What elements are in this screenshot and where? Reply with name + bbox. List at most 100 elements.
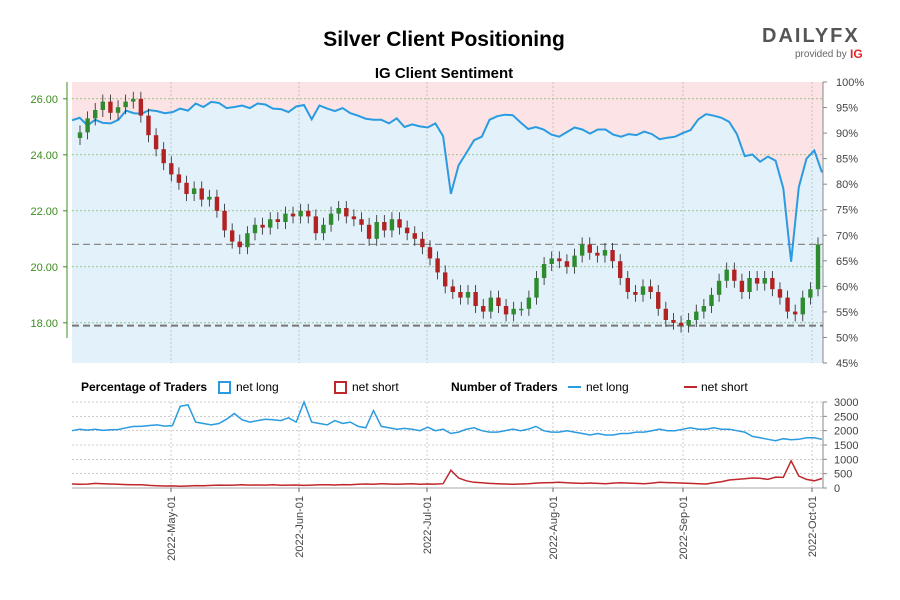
- net-long-sentiment-line: [71, 100, 823, 262]
- candle-body: [191, 188, 197, 194]
- traders-grid-lines: [72, 401, 823, 489]
- candle-body: [108, 101, 113, 113]
- x-tick-label: 2022-Oct-01: [807, 496, 819, 557]
- sentiment-tick-label: 100%: [836, 77, 864, 89]
- candle-body: [131, 98, 136, 102]
- legend: Percentage of Traders net long net short…: [81, 380, 748, 394]
- price-tick-label: 18.00: [30, 318, 58, 330]
- candle-body: [671, 320, 676, 323]
- candle-body: [747, 278, 752, 292]
- candle-body: [732, 269, 737, 281]
- provided-by-text: provided by: [795, 49, 847, 60]
- net-short-area: [72, 82, 823, 262]
- candle-body: [465, 292, 471, 298]
- candle-body: [762, 278, 767, 284]
- candle-body: [716, 280, 722, 295]
- traders-tick-label: 1500: [834, 440, 858, 452]
- candle-body: [290, 213, 296, 217]
- candle-body: [488, 297, 494, 312]
- candle-body: [534, 278, 539, 298]
- candle-body: [739, 280, 745, 292]
- price-tick-label: 22.00: [30, 206, 58, 218]
- candle-body: [359, 219, 364, 225]
- traders-tick-label: 500: [834, 469, 852, 481]
- traders-net-long-line: [71, 399, 823, 442]
- sentiment-tick-label: 75%: [836, 205, 858, 217]
- sentiment-tick-label: 60%: [836, 281, 858, 293]
- candle-body: [511, 308, 516, 315]
- candle-body: [792, 311, 798, 315]
- x-axis-ticks: 2022-May-01 2022-Jun-01 2022-Jul-01 2022-Au…: [166, 488, 819, 561]
- candle-body: [724, 269, 729, 281]
- candle-body: [404, 227, 410, 234]
- candle-body: [770, 278, 775, 290]
- candle-body: [176, 174, 182, 183]
- x-tick-label: 2022-Aug-01: [548, 496, 560, 560]
- candle-body: [549, 258, 554, 264]
- candle-body: [450, 286, 456, 292]
- sentiment-tick-label: 55%: [836, 307, 858, 319]
- sentiment-tick-label: 85%: [836, 154, 858, 166]
- candle-body: [382, 222, 387, 231]
- candle-body: [656, 292, 661, 309]
- candle-body: [298, 210, 303, 217]
- candle-body: [709, 294, 714, 306]
- candle-body: [579, 244, 585, 256]
- candle-body: [85, 118, 90, 133]
- price-candles: [77, 91, 821, 333]
- candle-body: [496, 297, 501, 306]
- candle-body: [374, 222, 379, 239]
- candle-body: [268, 219, 273, 228]
- chart-title: Silver Client Positioning: [323, 28, 565, 51]
- candle-body: [283, 213, 288, 222]
- candle-body: [389, 219, 395, 231]
- traders-panel: 3000 2500 2000 1500 1000 500 0: [71, 397, 858, 495]
- candle-body: [473, 292, 478, 306]
- candle-body: [633, 292, 638, 295]
- candle-body: [412, 233, 417, 239]
- chart-header: Silver Client Positioning IG Client Sent…: [323, 25, 862, 82]
- candle-body: [587, 244, 592, 253]
- price-axis-ticks: 26.00 24.00 22.00 20.00 18.00: [30, 94, 67, 330]
- candle-body: [564, 261, 570, 267]
- candle-body: [610, 250, 615, 262]
- candle-body: [328, 213, 334, 225]
- candle-body: [138, 98, 144, 116]
- sentiment-tick-label: 50%: [836, 332, 858, 344]
- candle-body: [275, 219, 281, 222]
- sentiment-tick-label: 65%: [836, 256, 858, 268]
- legend-pct-long-swatch: [218, 381, 231, 394]
- candle-body: [184, 182, 189, 194]
- candle-body: [123, 101, 128, 108]
- legend-num-long-label: net long: [586, 380, 629, 394]
- candle-body: [625, 278, 630, 292]
- candle-body: [541, 264, 547, 278]
- candle-body: [420, 238, 425, 248]
- candle-body: [313, 216, 319, 234]
- price-tick-label: 20.00: [30, 262, 58, 274]
- candle-body: [678, 322, 684, 326]
- candle-body: [100, 101, 106, 110]
- candle-body: [336, 208, 341, 214]
- x-tick-label: 2022-Jul-01: [422, 496, 434, 554]
- candle-body: [648, 286, 653, 292]
- traders-tick-label: 2000: [834, 426, 858, 438]
- candle-body: [686, 320, 691, 326]
- x-tick-label: 2022-Sep-01: [678, 496, 690, 560]
- candle-body: [815, 244, 821, 290]
- traders-tick-label: 2500: [834, 411, 858, 423]
- legend-pct-long-label: net long: [236, 380, 279, 394]
- candle-body: [245, 233, 250, 248]
- sentiment-tick-label: 45%: [836, 358, 858, 370]
- sentiment-tick-label: 80%: [836, 179, 858, 191]
- candle-body: [161, 149, 166, 164]
- candle-body: [252, 224, 258, 234]
- candle-body: [458, 292, 463, 298]
- candle-body: [442, 272, 448, 287]
- candle-body: [557, 258, 562, 262]
- candle-body: [237, 241, 242, 248]
- candle-body: [663, 308, 669, 320]
- candle-body: [351, 216, 357, 220]
- candle-body: [694, 311, 699, 320]
- candle-body: [640, 286, 646, 295]
